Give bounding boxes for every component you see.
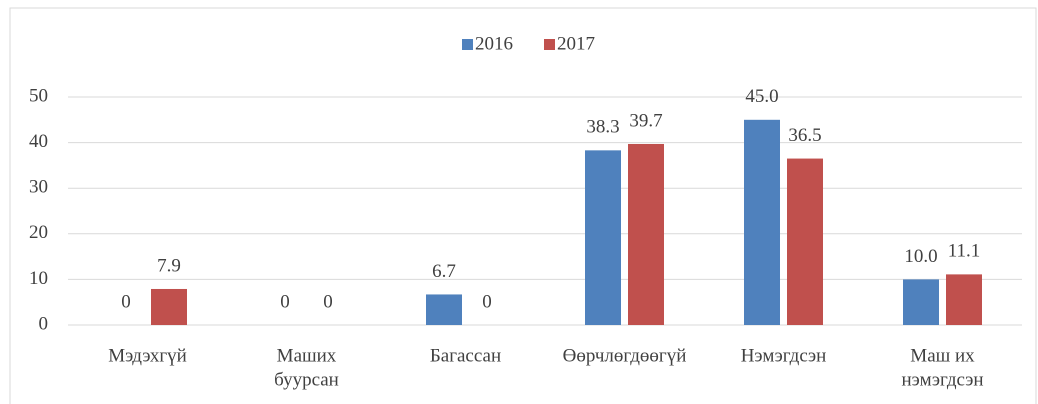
bar bbox=[151, 288, 187, 325]
data-label: 0 bbox=[482, 291, 492, 312]
y-tick-label: 0 bbox=[39, 313, 49, 334]
legend-swatch bbox=[544, 39, 555, 50]
y-tick-label: 50 bbox=[29, 85, 48, 106]
bar bbox=[585, 150, 621, 325]
data-label: 0 bbox=[280, 291, 290, 312]
data-label: 7.9 bbox=[157, 255, 181, 276]
y-tick-label: 30 bbox=[29, 177, 48, 198]
bar bbox=[946, 274, 982, 325]
legend-swatch bbox=[462, 39, 473, 50]
data-label: 45.0 bbox=[745, 86, 778, 107]
chart-frame bbox=[9, 7, 1037, 404]
data-label: 6.7 bbox=[432, 261, 456, 282]
x-tick-label: Өөрчлөгдөөгүй bbox=[563, 345, 687, 366]
x-tick-label: Маших bbox=[277, 345, 337, 366]
x-tick-label: Нэмэгдсэн bbox=[741, 345, 827, 366]
bar bbox=[426, 294, 462, 325]
x-tick-label: нэмэгдсэн bbox=[901, 369, 983, 390]
x-tick-label: Маш их bbox=[910, 345, 975, 366]
data-label: 0 bbox=[121, 291, 131, 312]
legend-label: 2016 bbox=[475, 33, 513, 54]
bar bbox=[787, 158, 823, 325]
y-tick-label: 10 bbox=[29, 268, 48, 289]
bar bbox=[744, 119, 780, 325]
data-label: 11.1 bbox=[948, 241, 981, 262]
data-label: 39.7 bbox=[629, 110, 662, 131]
bar bbox=[903, 279, 939, 325]
y-tick-label: 40 bbox=[29, 131, 48, 152]
y-tick-label: 20 bbox=[29, 222, 48, 243]
data-label: 0 bbox=[323, 291, 333, 312]
x-tick-label: Багассан bbox=[430, 345, 501, 366]
legend-label: 2017 bbox=[557, 33, 595, 54]
bar bbox=[628, 143, 664, 325]
data-label: 10.0 bbox=[904, 246, 937, 267]
data-label: 36.5 bbox=[788, 125, 821, 146]
data-label: 38.3 bbox=[586, 117, 619, 138]
x-tick-label: Мэдэхгүй bbox=[108, 345, 187, 366]
x-tick-label: буурсан bbox=[274, 369, 339, 390]
